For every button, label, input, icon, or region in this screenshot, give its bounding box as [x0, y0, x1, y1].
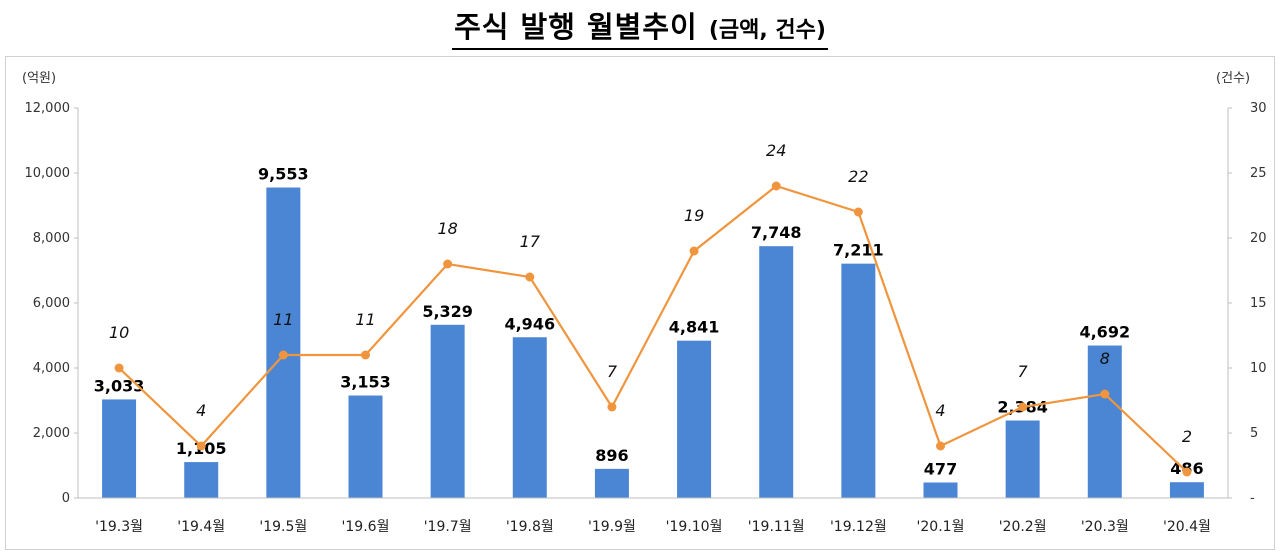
right-axis-tick-label: 5 [1250, 426, 1258, 441]
line-series: 10 4 11 11 18 17 7 19 24 22 4 7 8 2 [109, 141, 1192, 477]
bar [677, 340, 712, 498]
x-axis-category-label: '19.3월 [95, 519, 143, 535]
line-point [1018, 402, 1028, 412]
line-point [114, 363, 124, 373]
bar-value-label: 896 [595, 446, 628, 465]
bar-value-label: 4,946 [504, 314, 555, 333]
line-point [361, 350, 370, 360]
chart-frame [5, 56, 1275, 550]
left-axis-tick-label: 10,000 [25, 166, 71, 181]
bar-value-label: 9,553 [258, 165, 309, 184]
x-axis-category-label: '19.7월 [424, 519, 472, 535]
right-axis: - 5 10 15 20 25 30 [1227, 101, 1267, 506]
x-axis-category-label: '19.10월 [666, 519, 723, 535]
line-point [443, 259, 453, 269]
line-point [936, 441, 945, 451]
bar-value-label: 477 [924, 459, 957, 478]
line-value-label: 7 [607, 362, 618, 381]
line-value-label: 8 [1100, 349, 1110, 368]
chart-title-suffix: (금액, 건수) [708, 18, 826, 43]
left-axis-tick-label: 4,000 [33, 361, 70, 376]
line-value-label: 10 [109, 323, 129, 342]
x-axis-category-label: '19.8월 [506, 519, 554, 535]
right-axis-tick-label: - [1250, 491, 1255, 506]
line-point [1182, 467, 1192, 477]
x-axis-category-label: '19.5월 [259, 519, 307, 535]
x-axis-category-label: '20.1월 [917, 519, 965, 535]
bar-value-label: 4,841 [669, 318, 720, 337]
line-value-label: 18 [437, 219, 457, 238]
x-axis-category-label: '19.4월 [177, 519, 225, 535]
bar [923, 482, 958, 498]
left-axis-tick-label: 0 [62, 491, 70, 506]
bar-series: 3,0331,1059,5533,1535,3294,9468964,8417,… [94, 165, 1204, 498]
line-value-label: 7 [1018, 362, 1029, 381]
x-axis-category-label: '19.6월 [342, 519, 390, 535]
left-axis-tick-label: 12,000 [25, 101, 71, 116]
line-value-label: 11 [355, 310, 375, 329]
line-value-label: 4 [196, 401, 206, 420]
chart-title: 주식 발행 월별추이 (금액, 건수) [452, 4, 828, 50]
x-axis-category-label: '20.2월 [999, 519, 1047, 535]
line-value-label: 4 [935, 401, 945, 420]
bar [1087, 345, 1122, 498]
x-axis-categories: '19.3월 '19.4월 '19.5월 '19.6월 '19.7월 '19.8월 '19.… [78, 497, 1228, 535]
bar [594, 468, 629, 498]
line-point [689, 246, 699, 256]
x-axis-category-label: '20.4월 [1163, 519, 1211, 535]
line-point [196, 441, 206, 451]
line-value-label: 17 [520, 232, 541, 251]
bar-value-label: 7,748 [751, 223, 802, 242]
bar [1169, 482, 1204, 498]
bar-value-label: 7,211 [833, 241, 884, 260]
right-axis-tick-label: 20 [1250, 231, 1267, 246]
right-axis-tick-label: 25 [1250, 166, 1267, 181]
bar-value-label: 3,153 [340, 373, 391, 392]
left-axis-tick-label: 2,000 [33, 426, 70, 441]
line-value-label: 2 [1182, 427, 1192, 446]
bar [841, 263, 876, 498]
bar [348, 395, 383, 498]
bar-value-label: 4,692 [1079, 323, 1130, 342]
title-wrap: 주식 발행 월별추이 (금액, 건수) [0, 4, 1280, 50]
bar [266, 187, 301, 498]
bar [184, 462, 219, 498]
line-point [853, 207, 863, 217]
x-axis-category-label: '19.11월 [748, 519, 805, 535]
left-axis-tick-label: 6,000 [33, 296, 70, 311]
bar [1005, 420, 1040, 498]
line-point [525, 272, 535, 282]
line-point [278, 350, 288, 360]
line-point [771, 181, 781, 191]
x-axis-category-label: '20.3월 [1081, 519, 1129, 535]
count-line [118, 184, 1188, 473]
bar [430, 324, 465, 498]
x-axis-category-label: '19.12월 [830, 519, 887, 535]
line-point [607, 402, 617, 412]
bar [102, 399, 137, 498]
left-axis-unit: (억원) [22, 71, 56, 86]
right-axis-tick-label: 30 [1250, 101, 1267, 116]
line-value-label: 22 [848, 167, 868, 186]
right-axis-tick-label: 10 [1250, 361, 1267, 376]
right-axis-unit: (건수) [1216, 71, 1250, 86]
bar [759, 246, 794, 498]
right-axis-tick-label: 15 [1250, 296, 1267, 311]
bar-value-label: 5,329 [422, 302, 473, 321]
line-point [1100, 389, 1110, 399]
left-axis: 0 2,000 4,000 6,000 8,000 10,000 12,000 [25, 101, 79, 506]
x-axis-category-label: '19.9월 [588, 519, 636, 535]
line-value-label: 24 [766, 141, 786, 160]
line-value-label: 11 [273, 310, 293, 329]
line-value-label: 19 [684, 206, 704, 225]
bar [512, 337, 547, 498]
left-axis-tick-label: 8,000 [33, 231, 70, 246]
chart-title-main: 주식 발행 월별추이 [454, 10, 698, 44]
